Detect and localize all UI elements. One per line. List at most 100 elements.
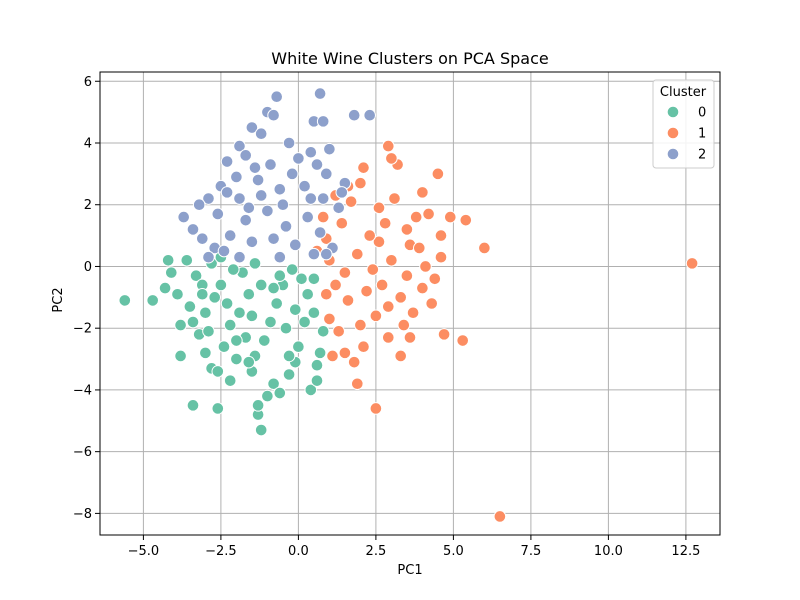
y-tick-label: −2 <box>73 322 92 337</box>
plot-frame <box>99 71 721 536</box>
data-point <box>313 346 327 360</box>
data-point <box>354 318 367 332</box>
data-point <box>118 294 132 307</box>
data-point <box>282 349 296 363</box>
data-point <box>196 232 209 245</box>
y-tick-label: −4 <box>73 383 92 398</box>
data-point <box>323 312 336 326</box>
data-point <box>202 250 215 264</box>
data-point <box>273 386 287 400</box>
x-tick-label: 12.5 <box>671 544 700 559</box>
data-point <box>276 198 290 212</box>
data-point <box>332 324 346 338</box>
data-point <box>369 402 383 415</box>
data-point <box>320 167 333 181</box>
data-point <box>685 257 699 270</box>
legend-label: 0 <box>698 106 706 121</box>
data-point <box>351 247 364 261</box>
data-point <box>177 210 190 224</box>
data-point <box>335 186 349 199</box>
y-tick-label: 4 <box>84 136 92 151</box>
series-1 <box>310 139 699 523</box>
data-point <box>230 352 243 366</box>
data-point <box>326 349 339 363</box>
data-point <box>217 244 231 258</box>
data-point <box>369 309 383 323</box>
data-point <box>242 287 256 301</box>
data-point <box>245 235 259 249</box>
data-point <box>320 287 333 301</box>
data-point <box>357 161 370 174</box>
data-point <box>347 108 361 122</box>
data-point <box>254 127 268 141</box>
data-point <box>307 247 321 261</box>
legend: Cluster 0 1 2 <box>652 79 715 169</box>
data-point <box>403 331 417 344</box>
legend-marker <box>666 147 680 161</box>
data-point <box>251 399 265 412</box>
data-point <box>431 167 445 181</box>
data-point <box>338 346 352 360</box>
data-point <box>292 340 305 354</box>
data-point <box>406 306 420 320</box>
data-point <box>357 340 370 354</box>
data-point <box>233 250 246 264</box>
data-point <box>199 346 212 360</box>
data-point <box>267 377 280 391</box>
data-point <box>239 149 252 162</box>
data-point <box>223 374 237 387</box>
legend-marker <box>666 105 680 119</box>
data-point <box>248 161 262 174</box>
data-point <box>220 186 234 199</box>
data-point <box>267 281 280 295</box>
x-tick-label: 7.5 <box>521 544 542 559</box>
data-point <box>301 287 315 301</box>
data-point <box>174 349 187 363</box>
data-point <box>304 383 318 397</box>
data-point <box>335 216 349 230</box>
data-point <box>267 108 280 122</box>
data-point <box>301 210 315 224</box>
y-tick-label: 2 <box>84 198 92 213</box>
data-point <box>254 189 268 202</box>
data-point <box>385 253 398 267</box>
legend-label: 2 <box>698 148 706 163</box>
data-point <box>158 281 172 295</box>
data-point <box>338 266 352 279</box>
data-point <box>242 355 256 369</box>
data-point <box>217 340 231 354</box>
data-point <box>245 121 259 134</box>
x-tick-label: −2.5 <box>205 544 237 559</box>
y-axis-ticks: −8 −6 −4 −2 0 2 4 6 <box>73 75 100 522</box>
data-point <box>425 297 439 310</box>
data-point <box>316 210 330 224</box>
series-0 <box>118 250 330 437</box>
data-point <box>422 207 435 221</box>
data-point <box>227 263 240 276</box>
data-point <box>261 204 274 218</box>
data-point <box>388 192 401 205</box>
series-2 <box>177 87 377 264</box>
data-point <box>282 136 296 150</box>
data-point <box>307 306 321 320</box>
data-point <box>233 192 246 205</box>
data-point <box>394 349 408 363</box>
data-point <box>189 269 203 283</box>
data-point <box>347 355 361 369</box>
data-point <box>233 306 246 320</box>
data-point <box>264 158 277 171</box>
data-point <box>285 167 299 181</box>
data-point <box>248 257 262 270</box>
legend-items: 0 1 2 <box>666 105 706 163</box>
data-point <box>316 324 330 338</box>
data-point <box>186 399 200 412</box>
data-point <box>264 315 277 329</box>
x-axis-label: PC1 <box>397 563 422 578</box>
data-point <box>478 241 491 255</box>
data-point <box>279 321 293 335</box>
x-tick-label: 0.0 <box>288 544 309 559</box>
data-point <box>360 284 373 298</box>
data-point <box>444 210 457 224</box>
data-point <box>258 334 271 347</box>
data-point <box>298 179 311 193</box>
